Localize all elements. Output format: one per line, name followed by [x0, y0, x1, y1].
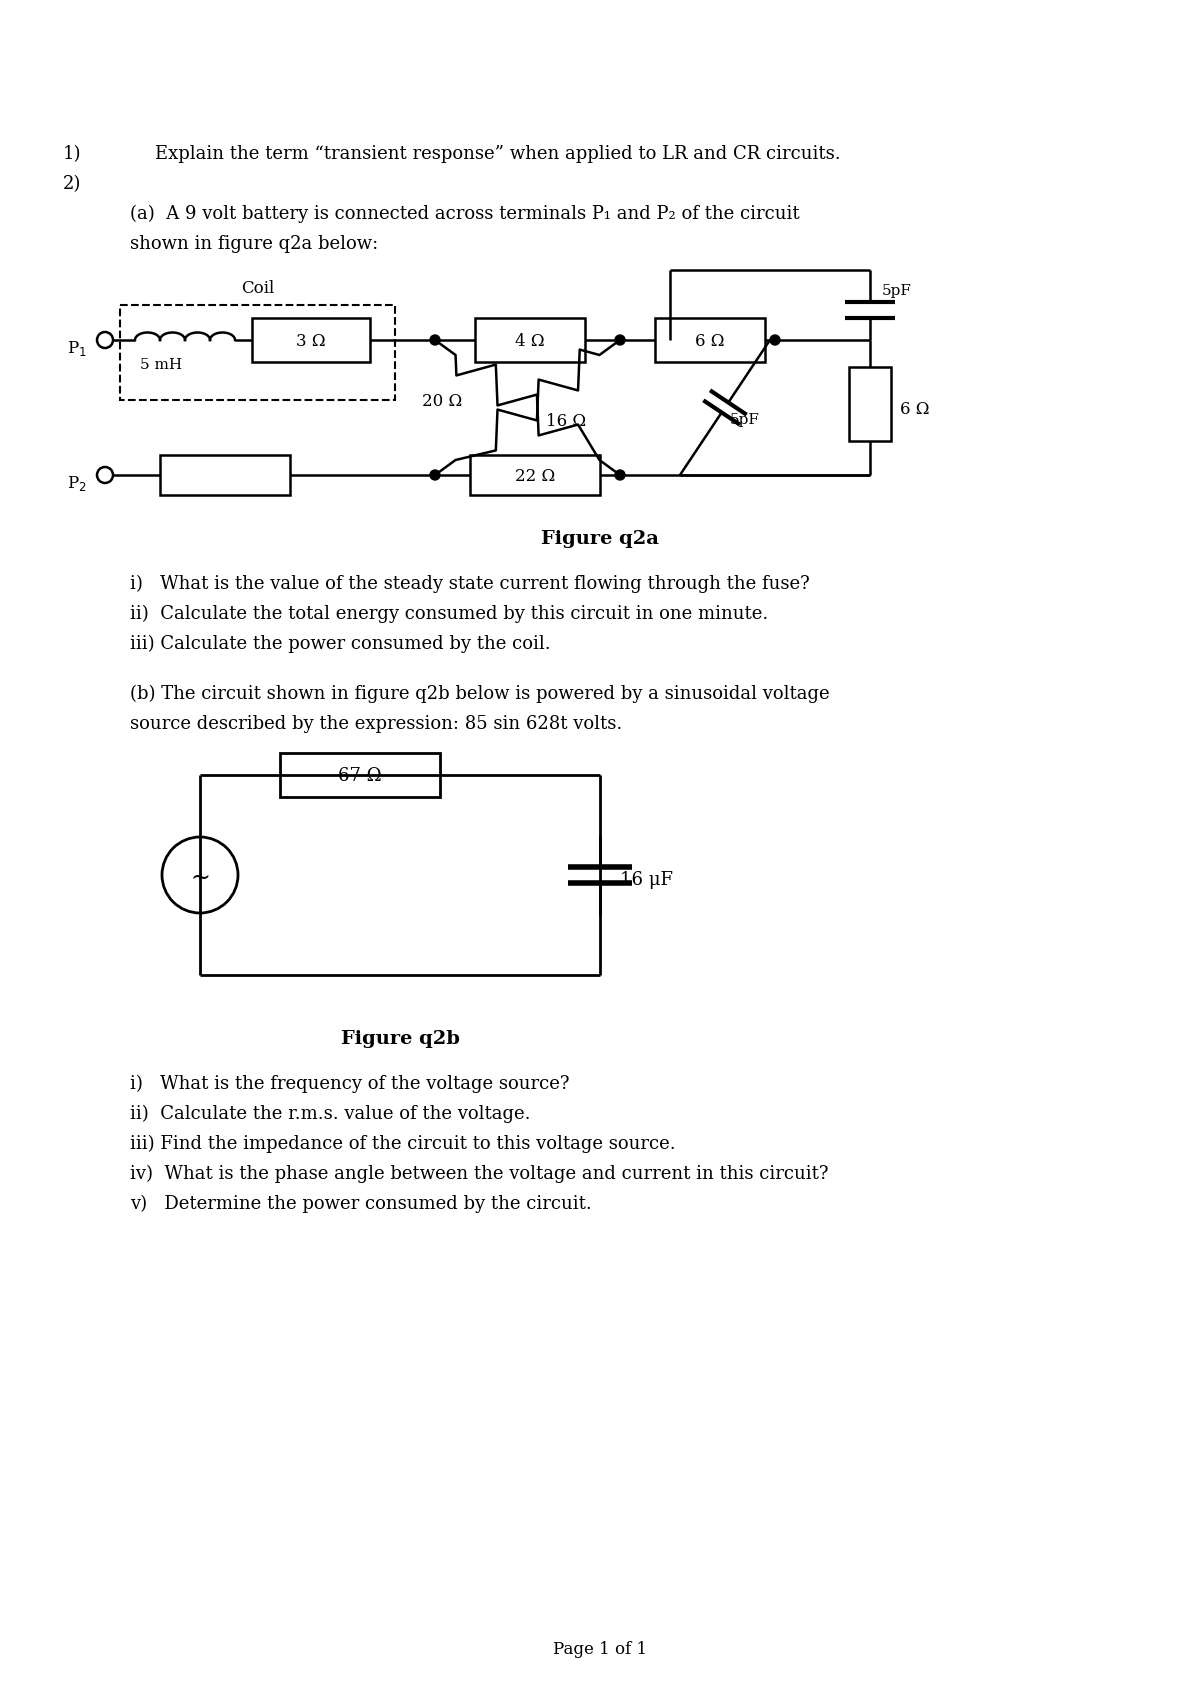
Text: shown in figure q2a below:: shown in figure q2a below: [130, 234, 378, 253]
Circle shape [616, 335, 625, 345]
Bar [160, 455, 290, 496]
Text: (b) The circuit shown in figure q2b below is powered by a sinusoidal voltage: (b) The circuit shown in figure q2b belo… [130, 684, 829, 703]
Text: ~: ~ [190, 866, 210, 890]
Text: ii)  Calculate the total energy consumed by this circuit in one minute.: ii) Calculate the total energy consumed … [130, 604, 768, 623]
Circle shape [616, 470, 625, 481]
Text: P$_2$: P$_2$ [67, 474, 86, 492]
Text: Explain the term “transient response” when applied to LR and CR circuits.: Explain the term “transient response” wh… [155, 144, 841, 163]
Text: 2): 2) [64, 175, 82, 194]
Text: i)   What is the value of the steady state current flowing through the fuse?: i) What is the value of the steady state… [130, 576, 810, 593]
Text: 4 Ω: 4 Ω [515, 333, 545, 350]
Text: Page 1 of 1: Page 1 of 1 [553, 1642, 647, 1659]
Text: 5pF: 5pF [730, 413, 760, 426]
Text: source described by the expression: 85 sin 628t volts.: source described by the expression: 85 s… [130, 715, 623, 734]
Text: 67 Ω: 67 Ω [338, 767, 382, 784]
Circle shape [430, 470, 440, 481]
Text: ii)  Calculate the r.m.s. value of the voltage.: ii) Calculate the r.m.s. value of the vo… [130, 1105, 530, 1124]
Text: Figure q2b: Figure q2b [341, 1031, 460, 1048]
Text: (a)  A 9 volt battery is connected across terminals P₁ and P₂ of the circuit: (a) A 9 volt battery is connected across… [130, 205, 799, 222]
Circle shape [430, 335, 440, 345]
Bar [655, 318, 766, 362]
Text: P$_1$: P$_1$ [67, 338, 86, 358]
Text: i)   What is the frequency of the voltage source?: i) What is the frequency of the voltage … [130, 1075, 570, 1094]
Text: Coil: Coil [241, 280, 274, 297]
Text: iii) Find the impedance of the circuit to this voltage source.: iii) Find the impedance of the circuit t… [130, 1134, 676, 1153]
Bar [470, 455, 600, 496]
Text: Figure q2a: Figure q2a [541, 530, 659, 548]
Bar [120, 306, 395, 401]
Text: 6 Ω: 6 Ω [695, 333, 725, 350]
Text: 5 mH: 5 mH [140, 358, 182, 372]
Text: 16 Ω: 16 Ω [546, 413, 586, 430]
Text: 16 μF: 16 μF [620, 871, 673, 890]
Bar [475, 318, 586, 362]
Text: 6 Ω: 6 Ω [900, 401, 930, 418]
Bar [850, 367, 890, 441]
Circle shape [770, 335, 780, 345]
Text: 3 Ω: 3 Ω [296, 333, 326, 350]
Text: 22 Ω: 22 Ω [515, 467, 556, 484]
Text: v)   Determine the power consumed by the circuit.: v) Determine the power consumed by the c… [130, 1195, 592, 1214]
Text: 1): 1) [64, 144, 82, 163]
Text: 5pF: 5pF [882, 284, 912, 299]
Text: 20 Ω: 20 Ω [422, 392, 463, 409]
Text: iii) Calculate the power consumed by the coil.: iii) Calculate the power consumed by the… [130, 635, 551, 654]
Bar [280, 752, 440, 796]
Bar [252, 318, 370, 362]
Text: iv)  What is the phase angle between the voltage and current in this circuit?: iv) What is the phase angle between the … [130, 1165, 828, 1184]
